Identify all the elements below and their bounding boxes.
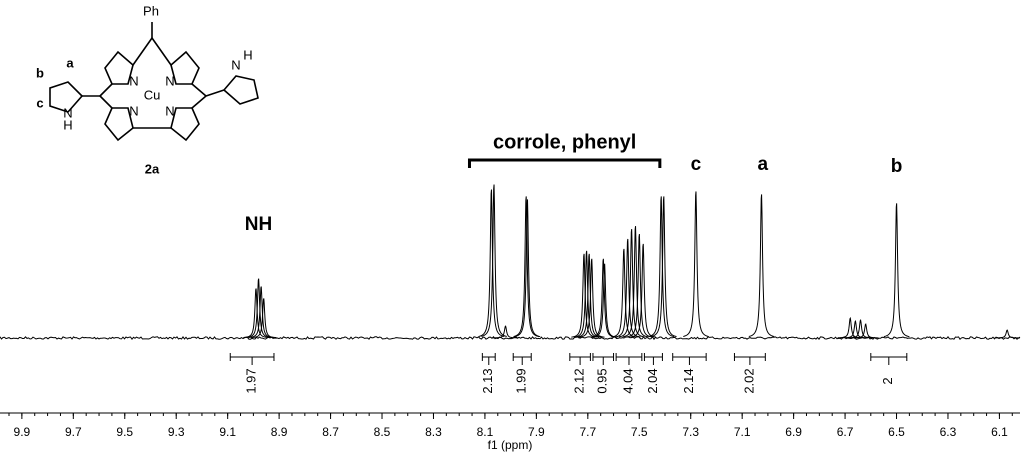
bond — [191, 95, 207, 109]
integral-label: 2.04 — [645, 368, 660, 393]
integral-label: 2.13 — [480, 368, 495, 393]
peak — [847, 318, 874, 339]
peak — [513, 196, 540, 338]
ring — [170, 107, 200, 142]
integral-label: 2.12 — [572, 368, 587, 393]
integral-label: 4.04 — [620, 368, 635, 393]
h-label: H — [63, 117, 72, 132]
position-label: a — [66, 55, 74, 70]
peak — [650, 196, 677, 338]
x-axis-label: f1 (ppm) — [488, 438, 533, 452]
peak-annotation: b — [891, 156, 903, 177]
peak — [478, 189, 505, 337]
phenyl-label: Ph — [143, 3, 159, 18]
peak — [481, 184, 507, 337]
peak — [842, 320, 869, 339]
peak — [245, 278, 272, 338]
compound-label: 2a — [145, 161, 160, 176]
peak-annotation: a — [757, 154, 768, 175]
group-label: corrole, phenyl — [493, 131, 636, 153]
x-tick-label: 6.3 — [940, 425, 957, 439]
n-label: N — [231, 57, 240, 72]
x-tick-label: 6.9 — [785, 425, 802, 439]
ring — [222, 75, 259, 105]
baseline — [0, 335, 1021, 341]
x-tick-label: 9.3 — [168, 425, 185, 439]
peak — [611, 248, 637, 338]
x-tick-label: 6.5 — [888, 425, 905, 439]
bond — [151, 37, 172, 66]
x-tick-label: 6.1 — [991, 425, 1008, 439]
peak — [514, 199, 541, 338]
n-label: N — [63, 105, 72, 120]
peak — [248, 286, 275, 338]
peak — [622, 226, 649, 338]
bond — [191, 83, 207, 97]
x-tick-label: 8.5 — [374, 425, 391, 439]
x-tick-label: 6.7 — [837, 425, 854, 439]
x-tick-label: 7.9 — [528, 425, 545, 439]
x-tick-label: 9.5 — [116, 425, 133, 439]
x-tick-label: 8.7 — [322, 425, 339, 439]
integral-label: 1.97 — [244, 368, 259, 393]
peak-annotation: c — [691, 154, 702, 175]
group-bracket — [467, 158, 662, 168]
x-tick-label: 8.1 — [477, 425, 494, 439]
integral-label: 2.02 — [741, 368, 756, 393]
x-tick-label: 7.7 — [579, 425, 596, 439]
peak — [251, 298, 277, 339]
peak — [578, 258, 605, 338]
peak — [648, 196, 675, 338]
ring — [104, 50, 134, 85]
bond — [99, 83, 113, 97]
integral-label: 2.14 — [681, 368, 696, 393]
bond — [205, 89, 225, 97]
x-tick-label: 9.7 — [65, 425, 82, 439]
peak — [883, 203, 910, 338]
position-label: b — [36, 65, 44, 80]
peak — [614, 238, 641, 338]
h-label: H — [243, 47, 252, 62]
ring — [49, 81, 84, 113]
peak — [618, 229, 645, 338]
ring — [170, 50, 200, 85]
peak — [492, 325, 519, 339]
structure: Ph Cu N N N N N H N H a b c 2a — [36, 3, 259, 176]
metal-label: Cu — [144, 87, 161, 102]
peak — [571, 253, 597, 338]
ring — [104, 107, 134, 142]
bond — [99, 95, 113, 109]
peak-annotation: NH — [245, 214, 272, 235]
n-label: N — [165, 73, 174, 88]
x-tick-label: 9.9 — [14, 425, 31, 439]
peak — [748, 194, 775, 338]
peak — [626, 233, 653, 338]
bond — [132, 37, 153, 66]
x-tick-label: 7.1 — [734, 425, 751, 439]
n-label: N — [129, 73, 138, 88]
peak — [683, 191, 709, 338]
n-label: N — [129, 103, 138, 118]
peak — [576, 253, 603, 338]
integral-label: 2 — [880, 377, 895, 384]
x-tick-label: 8.9 — [271, 425, 288, 439]
position-label: c — [36, 95, 43, 110]
peak — [853, 323, 879, 339]
peak — [994, 329, 1020, 339]
integral-label: 1.99 — [514, 368, 529, 393]
n-label: N — [165, 103, 174, 118]
x-tick-label: 8.3 — [425, 425, 442, 439]
x-tick-label: 7.3 — [682, 425, 699, 439]
x-tick-label: 9.1 — [219, 425, 236, 439]
integral-label: 0.95 — [595, 368, 610, 393]
x-tick-label: 7.5 — [631, 425, 648, 439]
